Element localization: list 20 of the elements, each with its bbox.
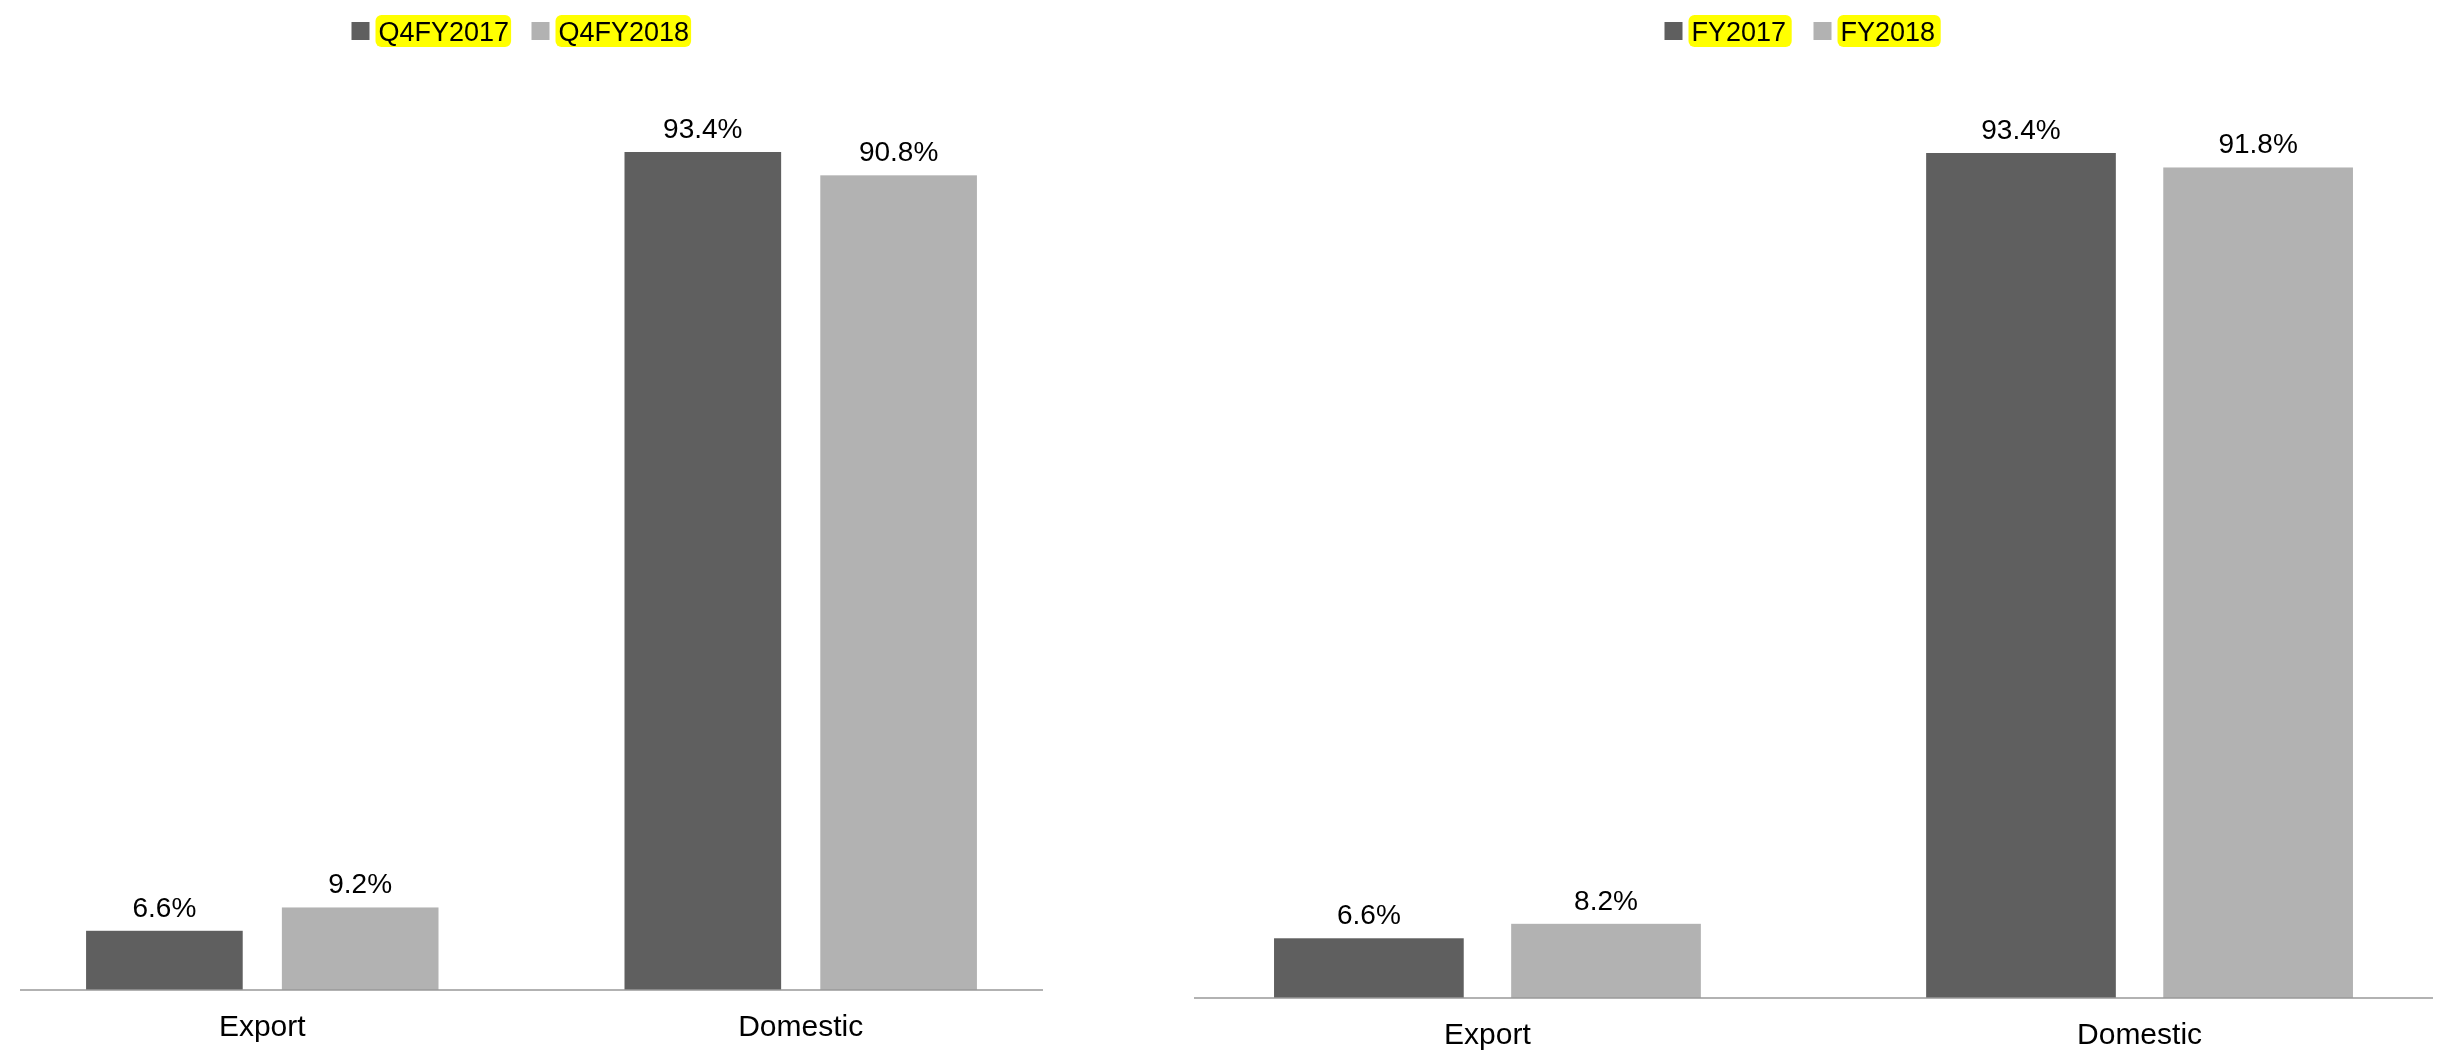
data-label: 90.8% xyxy=(858,136,939,168)
x-tick-label: Export xyxy=(1444,1017,1532,1050)
x-tick-label: Domestic xyxy=(738,1009,864,1042)
bar xyxy=(1274,938,1464,998)
x-tick-label: Domestic xyxy=(2077,1017,2203,1050)
data-label: 6.6% xyxy=(132,891,197,923)
bar xyxy=(281,907,439,990)
data-label: 9.2% xyxy=(328,868,393,900)
bar xyxy=(1926,153,2116,998)
bar xyxy=(2163,167,2353,998)
data-label: 8.2% xyxy=(1574,884,1638,916)
bar xyxy=(820,175,977,990)
data-label: 91.8% xyxy=(2218,128,2298,160)
bar xyxy=(1511,923,1701,998)
bar xyxy=(624,152,782,990)
data-label: 93.4% xyxy=(663,113,743,144)
bar xyxy=(86,930,243,990)
x-tick-label: Export xyxy=(218,1009,307,1042)
data-label: 6.6% xyxy=(1336,899,1401,931)
data-label: 93.4% xyxy=(1981,114,2061,145)
